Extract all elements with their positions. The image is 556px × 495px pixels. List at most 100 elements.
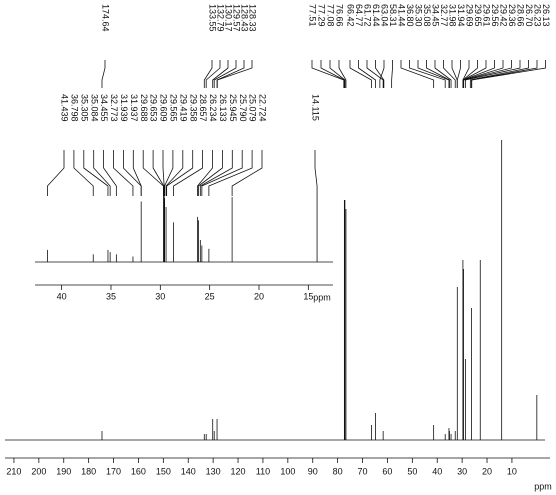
peak-label: 35.08 — [422, 4, 432, 27]
peak-label: 31.94 — [456, 4, 466, 27]
x-tick-label: 40 — [57, 291, 67, 301]
peak-label: 77.08 — [326, 4, 336, 27]
x-tick-label: 35 — [106, 291, 116, 301]
peak-label: 63.04 — [380, 4, 390, 27]
peak-label: 32.77 — [439, 4, 449, 27]
peak-label: 26.13 — [541, 4, 551, 27]
peak-label-leader — [465, 60, 521, 88]
x-tick-label: 190 — [56, 466, 71, 476]
peak-label-leader — [469, 60, 529, 88]
peak-label: 29.65 — [473, 4, 483, 27]
peak-label-leader — [409, 60, 446, 88]
x-tick-label: 210 — [6, 466, 21, 476]
x-tick-label: 80 — [333, 466, 343, 476]
peak-label: 26.70 — [524, 4, 534, 27]
peak-label-leader — [349, 60, 372, 88]
peak-label-leader — [463, 60, 512, 88]
peak-label-leader — [213, 60, 237, 88]
peak-label: 28.657 — [198, 94, 208, 122]
peak-label-leader — [456, 60, 461, 88]
peak-label: 22.724 — [258, 94, 268, 122]
peak-label: 28.66 — [516, 4, 526, 27]
peak-label: 61.44 — [371, 4, 381, 27]
x-tick-label: 40 — [432, 466, 442, 476]
peak-label-leader — [231, 150, 263, 196]
x-tick-label: 130 — [206, 466, 221, 476]
peak-label: 14.115 — [311, 94, 321, 121]
peak-label-leader — [471, 60, 546, 88]
x-tick-label: 170 — [106, 466, 121, 476]
peak-label: 132.79 — [216, 4, 226, 32]
peak-label-leader — [152, 150, 165, 196]
x-tick-label: 120 — [231, 466, 246, 476]
peak-label: 29.69 — [465, 4, 475, 27]
peak-label: 77.29 — [317, 4, 327, 27]
inset-x-axis-label: ppm — [313, 292, 331, 302]
peak-label: 128.43 — [240, 4, 250, 32]
peak-label: 29.36 — [507, 4, 517, 27]
x-tick-label: 60 — [382, 466, 392, 476]
peak-label: 130.17 — [224, 4, 234, 32]
peak-label: 64.77 — [354, 4, 364, 27]
peak-label-leader — [199, 150, 233, 196]
peak-label: 36.80 — [405, 4, 415, 27]
peak-label-leader — [132, 150, 142, 196]
peak-label-leader — [366, 60, 384, 88]
peak-label-leader — [338, 60, 347, 88]
peak-label-leader — [203, 60, 213, 88]
x-tick-label: 200 — [31, 466, 46, 476]
x-tick-label: 110 — [256, 466, 270, 476]
peak-label-leader — [198, 150, 223, 196]
peak-label-leader — [73, 150, 94, 196]
x-tick-label: 20 — [254, 291, 264, 301]
x-tick-label: 180 — [81, 466, 96, 476]
peak-label: 25.945 — [228, 94, 238, 122]
peak-label: 29.61 — [482, 4, 492, 27]
peak-label-leader — [123, 150, 142, 196]
peak-label: 31.937 — [129, 94, 139, 122]
peak-label-leader — [329, 60, 346, 88]
peak-label: 26.234 — [208, 94, 218, 122]
peak-label-leader — [400, 60, 435, 88]
peak-label-leader — [165, 150, 184, 196]
x-tick-label: 15 — [303, 291, 313, 301]
peak-label-leader — [462, 60, 495, 88]
peak-label-leader — [201, 150, 243, 196]
peak-label: 26.133 — [218, 94, 228, 122]
peak-label: 41.44 — [397, 4, 407, 27]
peak-label: 76.66 — [335, 4, 345, 27]
peak-label: 61.72 — [363, 4, 373, 27]
x-tick-label: 70 — [358, 466, 368, 476]
peak-label: 66.42 — [346, 4, 356, 27]
peak-label: 31.939 — [119, 94, 129, 122]
peak-label: 129.57 — [232, 4, 242, 32]
peak-label: 31.98 — [448, 4, 458, 27]
peak-label-leader — [391, 60, 393, 88]
peak-label: 35.30 — [414, 4, 424, 27]
peak-label-leader — [164, 150, 174, 196]
x-tick-label: 160 — [131, 466, 146, 476]
x-axis-label: ppm — [534, 481, 552, 491]
peak-label-leader — [463, 60, 504, 88]
x-tick-label: 25 — [205, 291, 215, 301]
peak-label-leader — [162, 150, 165, 196]
peak-label-leader — [358, 60, 376, 88]
peak-label-leader — [47, 150, 65, 196]
peak-label-leader — [311, 60, 345, 88]
peak-label: 77.51 — [308, 4, 318, 27]
x-tick-label: 50 — [407, 466, 417, 476]
peak-label: 174.64 — [101, 4, 111, 32]
x-tick-label: 30 — [155, 291, 165, 301]
peak-label: 29.609 — [159, 94, 169, 122]
peak-label-leader — [173, 150, 204, 196]
x-tick-label: 20 — [482, 466, 492, 476]
peak-label-leader — [166, 150, 194, 196]
peak-label-leader — [205, 60, 221, 88]
peak-label-leader — [379, 60, 385, 88]
peak-label: 128.33 — [248, 4, 258, 32]
peak-label-leader — [113, 150, 134, 196]
x-tick-label: 150 — [156, 466, 171, 476]
peak-label-leader — [216, 60, 245, 88]
peak-label-leader — [314, 150, 318, 196]
